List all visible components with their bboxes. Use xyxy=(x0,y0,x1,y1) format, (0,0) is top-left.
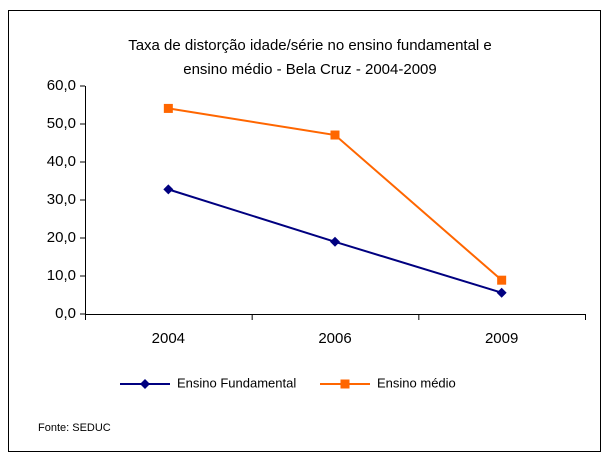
y-tick-label: 30,0 xyxy=(47,191,76,208)
data-point xyxy=(330,130,340,140)
y-tick-label: 60,0 xyxy=(47,77,76,94)
y-tick-label: 10,0 xyxy=(47,267,76,284)
data-point xyxy=(330,236,340,247)
data-point xyxy=(496,287,507,298)
y-tick-label: 0,0 xyxy=(55,305,76,322)
data-point xyxy=(163,103,173,113)
data-point xyxy=(497,275,507,285)
legend-label: Ensino médio xyxy=(377,375,456,390)
chart-title: ensino médio - Bela Cruz - 2004-2009 xyxy=(183,61,436,78)
source-note: Fonte: SEDUC xyxy=(38,422,111,434)
chart-title: Taxa de distorção idade/série no ensino … xyxy=(128,37,492,54)
legend-label: Ensino Fundamental xyxy=(177,375,296,390)
legend-marker xyxy=(340,379,350,389)
x-tick-label: 2009 xyxy=(485,330,518,347)
y-tick-label: 40,0 xyxy=(47,153,76,170)
data-point xyxy=(163,184,174,195)
x-tick-label: 2006 xyxy=(318,330,351,347)
x-tick-label: 2004 xyxy=(152,330,185,347)
y-tick-label: 50,0 xyxy=(47,115,76,132)
y-tick-label: 20,0 xyxy=(47,229,76,246)
chart-border xyxy=(8,10,601,452)
legend-marker xyxy=(140,379,150,389)
